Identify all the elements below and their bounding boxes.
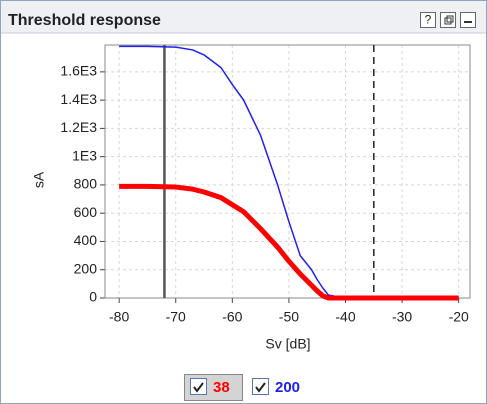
legend-item[interactable]: 38 [190,378,230,396]
header [1,1,486,33]
legend-checkbox[interactable] [252,378,269,395]
y-tick-label: 800 [74,176,98,192]
help-button[interactable]: ? [420,12,436,28]
y-tick-label: 1.6E3 [60,63,97,79]
series-line [119,183,459,301]
y-tick-label: 200 [74,260,98,276]
plot-frame [104,44,471,299]
series-line [119,45,459,299]
svg-text:?: ? [425,13,432,27]
minimize-button[interactable] [460,12,476,28]
x-tick-label: -70 [166,309,186,325]
legend-label: 200 [275,379,300,396]
check-mark [255,382,266,393]
chart-title: Threshold response [8,12,161,29]
legend-checkbox[interactable] [190,378,207,395]
x-tick-label: -80 [109,309,129,325]
y-tick-label: 1.2E3 [60,119,97,135]
y-tick-label: 1E3 [72,147,97,163]
x-axis-label: Sv [dB] [265,336,310,352]
check-mark [193,382,204,393]
x-tick-label: -60 [222,309,242,325]
legend-item[interactable]: 200 [252,378,301,396]
x-tick-label: -30 [392,309,412,325]
y-tick-label: 400 [74,232,98,248]
legend-label: 38 [213,379,230,396]
y-tick-label: 0 [89,289,97,305]
x-tick-label: -40 [335,309,355,325]
restore-button[interactable] [440,12,456,28]
y-tick-label: 600 [74,204,98,220]
y-tick-label: 1.4E3 [60,91,97,107]
x-tick-label: -20 [449,309,469,325]
y-axis-label: sA [31,171,47,188]
x-tick-label: -50 [279,309,299,325]
